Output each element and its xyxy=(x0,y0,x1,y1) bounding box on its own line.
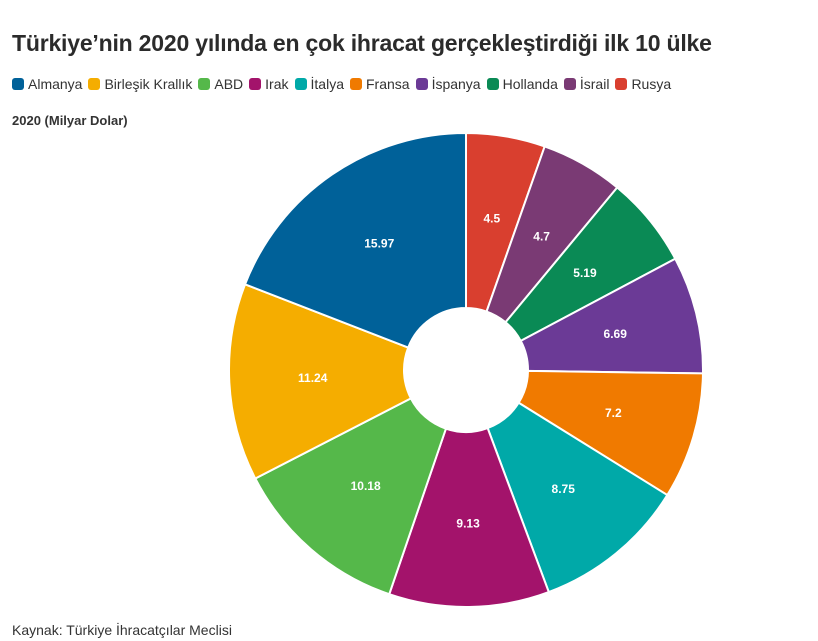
legend-label: Hollanda xyxy=(502,76,558,92)
slice-labels-group: 4.5 4.7 5.19 6.69 7.2 8.75 9.13 10.18 11.24 15.97 xyxy=(298,212,627,531)
legend-label: ABD xyxy=(214,76,244,92)
slice-i̇talya[interactable] xyxy=(486,401,669,594)
legend-swatch xyxy=(486,78,499,90)
legend-label: İtalya xyxy=(310,76,344,92)
legend-swatch xyxy=(12,78,24,90)
legend-item[interactable]: Hollanda xyxy=(486,76,558,92)
legend-swatch xyxy=(198,78,211,90)
legend-label: Rusya xyxy=(631,76,672,92)
legend-swatch xyxy=(615,78,628,90)
legend-item[interactable]: Fransa xyxy=(349,76,410,92)
legend-item[interactable]: Irak xyxy=(249,76,289,92)
slice-i̇spanya[interactable] xyxy=(519,257,704,375)
legend-label: İsrail xyxy=(579,76,610,92)
legend-swatch xyxy=(88,78,101,90)
slice-abd[interactable] xyxy=(253,397,448,596)
slice-value-label: 8.75 xyxy=(552,482,576,496)
legend-swatch xyxy=(349,78,362,90)
legend-item[interactable]: İtalya xyxy=(294,76,344,92)
legend-label: Fransa xyxy=(365,76,410,92)
slice-value-label: 4.7 xyxy=(533,229,550,243)
slice-value-label: 4.5 xyxy=(484,212,501,226)
unit-label: 2020 (Milyar Dolar) xyxy=(12,113,128,128)
legend-item[interactable]: İsrail xyxy=(563,76,610,92)
chart-title: Türkiye’nin 2020 yılında en çok ihracat … xyxy=(12,30,712,56)
legend-item[interactable]: Rusya xyxy=(615,76,671,92)
legend-label: İspanya xyxy=(431,76,481,92)
legend-item[interactable]: Almanya xyxy=(12,76,82,92)
legend: Almanya Birleşik Krallık ABD Irak İtalya Fran… xyxy=(12,76,677,92)
slice-almanya[interactable] xyxy=(243,131,467,349)
slice-value-label: 7.2 xyxy=(605,406,622,420)
legend-item[interactable]: Birleşik Krallık xyxy=(88,76,192,92)
slice-birleşik-krallık[interactable] xyxy=(228,283,413,480)
legend-label: Irak xyxy=(265,76,289,92)
legend-swatch xyxy=(294,78,307,90)
slice-fransa[interactable] xyxy=(517,369,704,497)
legend-item[interactable]: İspanya xyxy=(415,76,481,92)
slice-value-label: 15.97 xyxy=(364,236,394,250)
slice-irak[interactable] xyxy=(387,426,551,608)
source-note: Kaynak: Türkiye İhracatçılar Meclisi xyxy=(12,622,232,638)
slices-group xyxy=(228,131,704,608)
legend-swatch xyxy=(415,78,428,90)
legend-swatch xyxy=(563,78,576,90)
slice-value-label: 9.13 xyxy=(456,516,480,530)
slice-value-label: 5.19 xyxy=(573,266,597,280)
slice-value-label: 11.24 xyxy=(298,371,328,385)
legend-item[interactable]: ABD xyxy=(198,76,243,92)
legend-label: Almanya xyxy=(28,76,83,92)
legend-label: Birleşik Krallık xyxy=(104,76,193,92)
slice-value-label: 10.18 xyxy=(351,479,381,493)
slice-value-label: 6.69 xyxy=(604,327,628,341)
legend-swatch xyxy=(249,78,262,90)
